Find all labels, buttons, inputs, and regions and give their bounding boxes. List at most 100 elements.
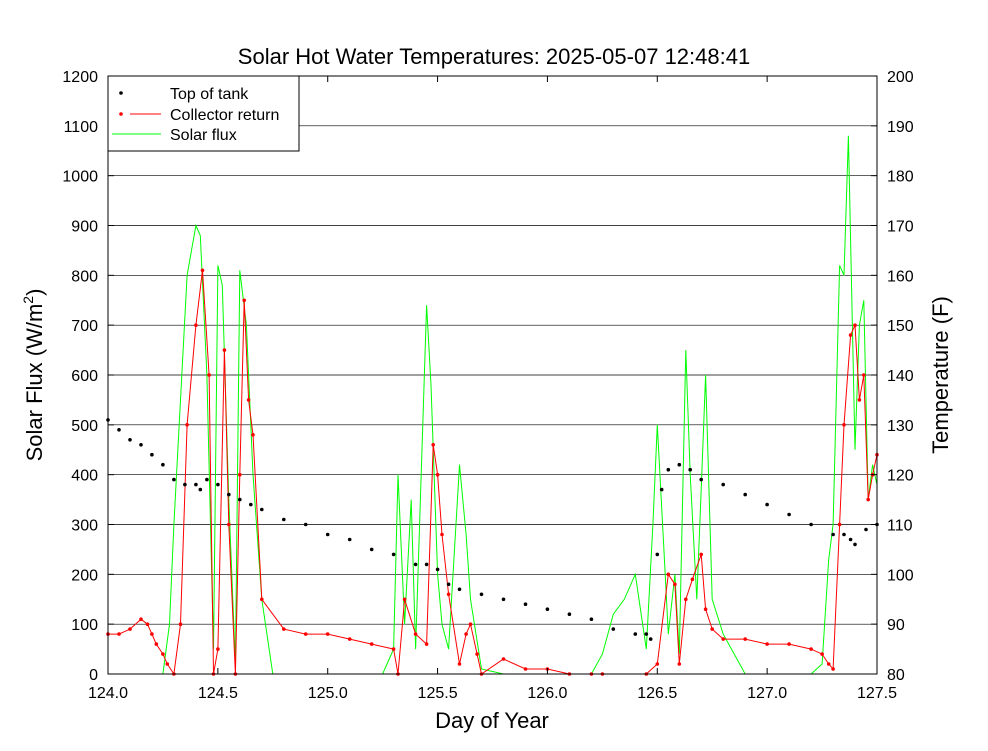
top-of-tank-point	[611, 627, 616, 631]
top-of-tank-point	[743, 492, 747, 497]
top-of-tank-point	[765, 502, 769, 507]
x-tick-label: 127.0	[747, 685, 787, 702]
top-of-tank-point	[161, 462, 165, 467]
collector-return-point	[677, 662, 682, 666]
top-of-tank-point	[655, 552, 660, 557]
top-of-tank-point	[391, 552, 396, 557]
collector-return-point	[857, 398, 862, 402]
top-of-tank-point	[545, 607, 550, 611]
x-tick-label: 125.5	[418, 685, 458, 702]
series-collector-return	[106, 268, 879, 676]
y-left-axis-label: Solar Flux (W/m2)	[20, 289, 47, 462]
top-of-tank-point	[238, 497, 242, 502]
y-right-tick-label: 140	[887, 368, 914, 385]
y-left-tick-label: 200	[71, 567, 98, 584]
top-of-tank-point	[216, 482, 220, 487]
top-of-tank-point	[848, 537, 853, 542]
top-of-tank-point	[648, 637, 653, 641]
y-right-tick-label: 170	[887, 219, 914, 236]
collector-return-point	[831, 667, 835, 671]
y-right-tick-label: 110	[887, 518, 913, 535]
y-right-tick-label: 90	[887, 617, 905, 634]
y-left-tick-label: 500	[71, 418, 98, 435]
y-left-tick-label: 1100	[64, 119, 99, 136]
collector-return-point	[475, 652, 479, 656]
y-right-tick-label: 190	[887, 119, 914, 136]
top-of-tank-point	[688, 467, 692, 472]
y-right-tick-label: 150	[887, 318, 914, 335]
top-of-tank-point	[205, 477, 209, 482]
top-of-tank-point	[435, 567, 440, 572]
top-of-tank-point	[128, 438, 132, 442]
collector-return-point	[128, 627, 132, 631]
collector-return-point	[837, 522, 842, 527]
collector-return-point	[242, 298, 246, 303]
collector-return-point	[194, 323, 198, 328]
top-of-tank-point	[666, 467, 671, 472]
collector-return-point	[200, 268, 205, 273]
collector-return-point	[222, 348, 227, 352]
y-left-tick-label: 400	[71, 468, 98, 485]
collector-return-point	[282, 627, 286, 631]
legend-label-collector-return: Collector return	[170, 107, 279, 124]
y-right-tick-label: 80	[887, 667, 905, 684]
collector-return-point	[185, 423, 189, 427]
y-left-tick-label: 700	[71, 318, 98, 335]
collector-return-point	[435, 472, 440, 477]
legend-item-solar-flux: Solar flux	[112, 127, 237, 144]
top-of-tank-point	[227, 492, 231, 497]
collector-return-point	[145, 622, 150, 626]
y-right-tick-label: 100	[887, 567, 914, 584]
y-left-tick-label: 300	[71, 518, 98, 535]
collector-return-point	[699, 552, 703, 557]
top-of-tank-point	[347, 537, 352, 542]
collector-return-point	[501, 657, 506, 661]
y-left-tick-label: 0	[89, 667, 98, 684]
collector-return-point	[440, 532, 444, 537]
collector-return-point	[413, 632, 418, 636]
y-left-axis-label-close: )	[22, 289, 47, 296]
top-of-tank-point	[677, 462, 682, 467]
collector-return-point	[161, 652, 165, 656]
legend: Top of tank Collector return Solar flux	[107, 75, 300, 152]
collector-return-point	[655, 662, 660, 666]
y-right-axis-label: Temperature (F)	[928, 296, 953, 454]
top-of-tank-point	[369, 547, 374, 552]
y-left-tick-label: 800	[71, 268, 98, 285]
legend-label-top-of-tank: Top of tank	[170, 86, 249, 103]
collector-return-point	[391, 647, 396, 651]
x-tick-label: 126.5	[637, 685, 677, 702]
top-of-tank-point	[303, 522, 308, 527]
y-left-tick-label: 1200	[62, 69, 98, 86]
top-of-tank-point	[424, 562, 429, 567]
top-of-tank-point	[479, 592, 484, 597]
top-of-tank-point	[853, 542, 857, 547]
y-left-tick-label: 1000	[62, 169, 98, 186]
x-tick-label: 127.5	[857, 685, 897, 702]
top-of-tank-point	[198, 487, 203, 492]
collector-return-point	[690, 577, 695, 582]
collector-return-point	[826, 662, 831, 666]
collector-return-point	[402, 597, 407, 602]
collector-return-point	[150, 632, 154, 636]
top-of-tank-point	[172, 477, 176, 482]
collector-return-point	[303, 632, 308, 636]
top-of-tank-point	[589, 617, 594, 621]
collector-return-point	[710, 627, 714, 631]
legend-item-top-of-tank: Top of tank	[119, 86, 249, 103]
y-right-tick-label: 200	[887, 69, 914, 86]
collector-return-point	[457, 662, 462, 666]
collector-return-point	[139, 617, 143, 621]
collector-return-point	[251, 433, 255, 437]
collector-return-point	[431, 443, 436, 447]
collector-return-point	[178, 622, 183, 626]
legend-marker-top-of-tank	[119, 91, 123, 95]
collector-return-point	[673, 582, 677, 587]
collector-return-point	[862, 373, 866, 377]
y-left-axis-label-superscript: 2	[20, 296, 36, 304]
collector-return-point	[666, 572, 671, 577]
collector-return-point	[703, 607, 708, 611]
top-of-tank-point	[699, 477, 703, 482]
top-of-tank-point	[446, 582, 451, 587]
